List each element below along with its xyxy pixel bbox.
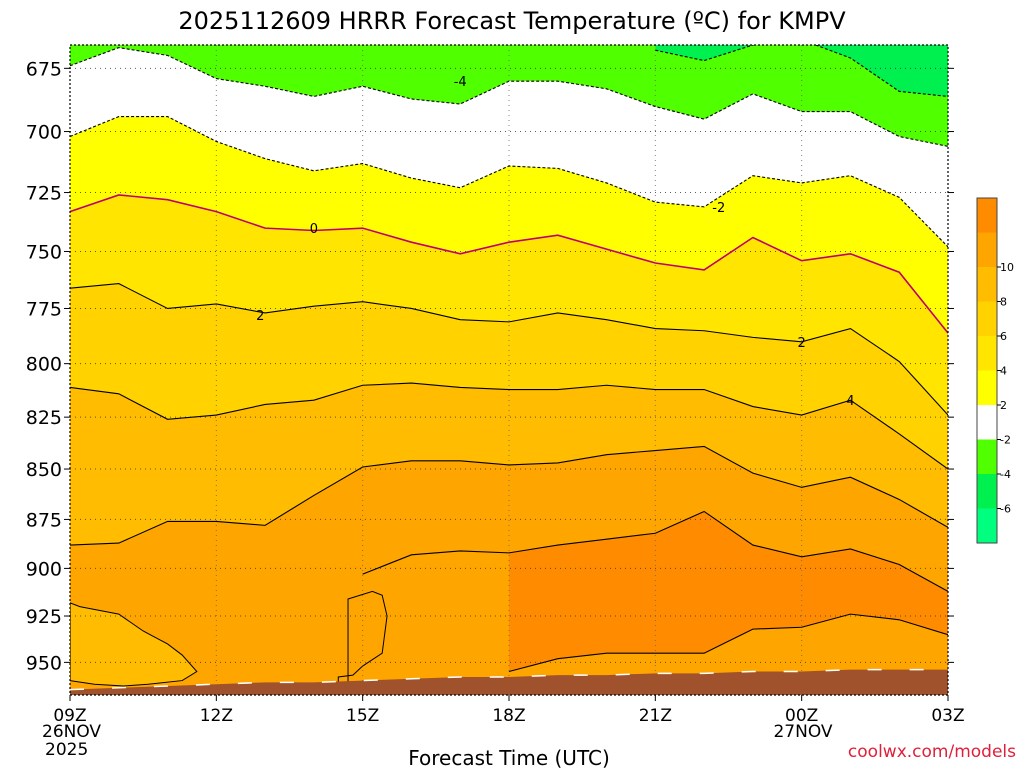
contour-label-4: 2 [798,336,806,351]
x-tick-label-03Z: 03Z [931,706,964,726]
y-tick-label-725: 725 [26,183,62,205]
contour-line-m4 [70,194,948,334]
contour-label-1: -2 [712,201,725,216]
contour-line-m6 [70,116,948,248]
colorbar-swatch-2 [977,439,997,474]
next-date-label: 27NOV [773,722,832,742]
y-tick-label-800: 800 [26,354,62,376]
x-tick-label-18Z: 18Z [492,706,525,726]
contour-line-4 [362,510,948,592]
colorbar-label-3: 2 [1000,399,1007,412]
y-tick-label-950: 950 [26,652,62,674]
plot-layers [70,45,948,695]
contour-line-m2 [70,283,948,416]
y-tick-label-750: 750 [26,241,62,263]
colorbar-swatch-1 [977,474,997,509]
start-year-label: 2025 [45,740,88,760]
x-tick-label-12Z: 12Z [200,706,233,726]
contour-label-5: 4 [846,394,854,409]
y-tick-label-675: 675 [26,58,62,80]
colorbar-label-6: 8 [1000,296,1007,309]
x-tick-label-15Z: 15Z [346,706,379,726]
x-tick-label-21Z: 21Z [639,706,672,726]
warm-pocket-0 [70,602,198,687]
contour-line-6 [508,613,948,673]
colorbar-swatch-9 [977,198,997,233]
y-tick-label-900: 900 [26,558,62,580]
terrain-ground [70,669,948,695]
y-tick-label-850: 850 [26,459,62,481]
warm-pocket-1 [337,590,388,695]
contour-line-0 [70,382,948,470]
contour-label-2: 0 [310,222,318,237]
colorbar-label-5: 6 [1000,330,1007,343]
contour-label-0: -4 [454,75,467,90]
y-tick-label-925: 925 [26,606,62,628]
axes: 675 700 725 750 775 800 825 850 875 900 925 950 09Z 1… [26,44,965,726]
colorbar-swatch-6 [977,301,997,336]
x-tick-label-09Z: 09Z [53,706,86,726]
start-date-label: 26NOV [42,722,101,742]
chart-title: 2025112609 HRRR Forecast Temperature (ºC… [178,7,846,35]
colorbar-label-4: 4 [1000,365,1007,378]
y-tick-label-875: 875 [26,509,62,531]
plot-area: -4 -2 0 2 2 4 [70,45,948,695]
temp-band-m10 [655,45,948,97]
colorbar-swatch-8 [977,232,997,267]
contour-line-m10 [655,45,948,97]
contour-line-m8 [70,47,948,147]
colorbar-swatch-0 [977,508,997,543]
colorbar-label-2: -2 [1000,434,1011,447]
x-axis-title: Forecast Time (UTC) [408,746,610,768]
colorbar-swatch-5 [977,336,997,371]
temp-band-m8 [70,45,948,147]
colorbar-label-0: -6 [1000,503,1011,516]
y-tick-label-825: 825 [26,407,62,429]
site-credit: coolwx.com/models [848,742,1016,762]
colorbar-swatch-7 [977,267,997,302]
colorbar-swatch-4 [977,370,997,405]
y-tick-label-700: 700 [26,122,62,144]
colorbar-label-7: 10 [1000,261,1014,274]
colorbar-label-1: -4 [1000,468,1011,481]
colorbar-swatch-3 [977,405,997,440]
y-tick-label-775: 775 [26,298,62,320]
x-tick-label-00Z: 00Z [785,706,818,726]
contour-label-3: 2 [256,309,264,324]
contour-line-2 [70,445,948,546]
colorbar: -6 -4 -2 2 4 6 8 10 [976,197,1014,544]
